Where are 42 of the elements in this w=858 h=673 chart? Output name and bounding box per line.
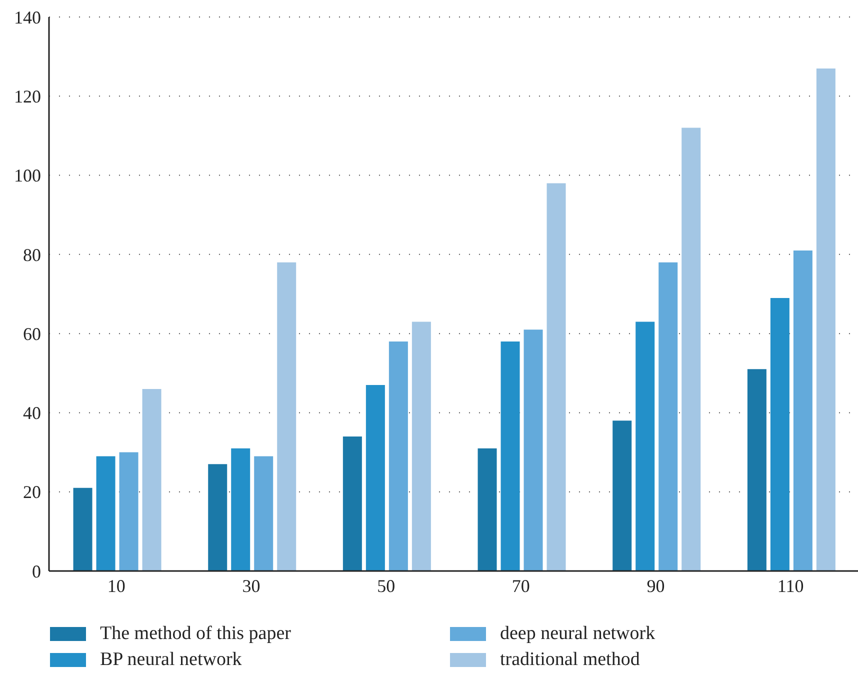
- bar: [342, 436, 362, 571]
- bar: [636, 322, 655, 571]
- bar: [96, 456, 116, 571]
- legend-label: The method of this paper: [100, 623, 292, 645]
- x-tick-label: 30: [242, 576, 260, 596]
- bar: [546, 183, 566, 571]
- bar: [478, 448, 497, 571]
- bar: [366, 385, 385, 571]
- x-tick-label: 90: [646, 576, 665, 596]
- bar: [524, 330, 543, 571]
- legend-label: BP neural network: [100, 649, 242, 671]
- y-tick-label: 20: [23, 482, 41, 502]
- bar: [208, 464, 228, 571]
- x-tick-label: 50: [377, 576, 396, 596]
- bar: [747, 369, 766, 571]
- bar: [73, 488, 92, 571]
- y-tick-label: 100: [14, 166, 41, 186]
- bar: [793, 250, 812, 571]
- y-tick-label: 140: [14, 7, 41, 28]
- bar: [658, 262, 678, 571]
- x-tick-label: 10: [107, 576, 126, 596]
- bar: [770, 298, 790, 571]
- y-tick-label: 0: [32, 561, 41, 582]
- bar: [412, 322, 431, 571]
- bar: [231, 448, 250, 571]
- legend-label: deep neural network: [500, 623, 656, 645]
- y-tick-label: 80: [23, 244, 41, 265]
- bar: [277, 262, 296, 571]
- legend-label: traditional method: [500, 649, 640, 671]
- bar: [682, 128, 701, 571]
- x-tick-label: 70: [512, 576, 530, 596]
- y-tick-label: 120: [14, 86, 41, 107]
- y-tick-label: 60: [23, 324, 41, 344]
- bar: [119, 452, 138, 571]
- bar: [500, 341, 520, 571]
- y-tick-label: 40: [23, 403, 41, 424]
- bar: [612, 420, 632, 571]
- x-tick-label: 110: [777, 576, 804, 596]
- bar: [816, 68, 836, 571]
- bar: [388, 341, 408, 571]
- bar: [254, 456, 274, 571]
- bar: [142, 388, 162, 571]
